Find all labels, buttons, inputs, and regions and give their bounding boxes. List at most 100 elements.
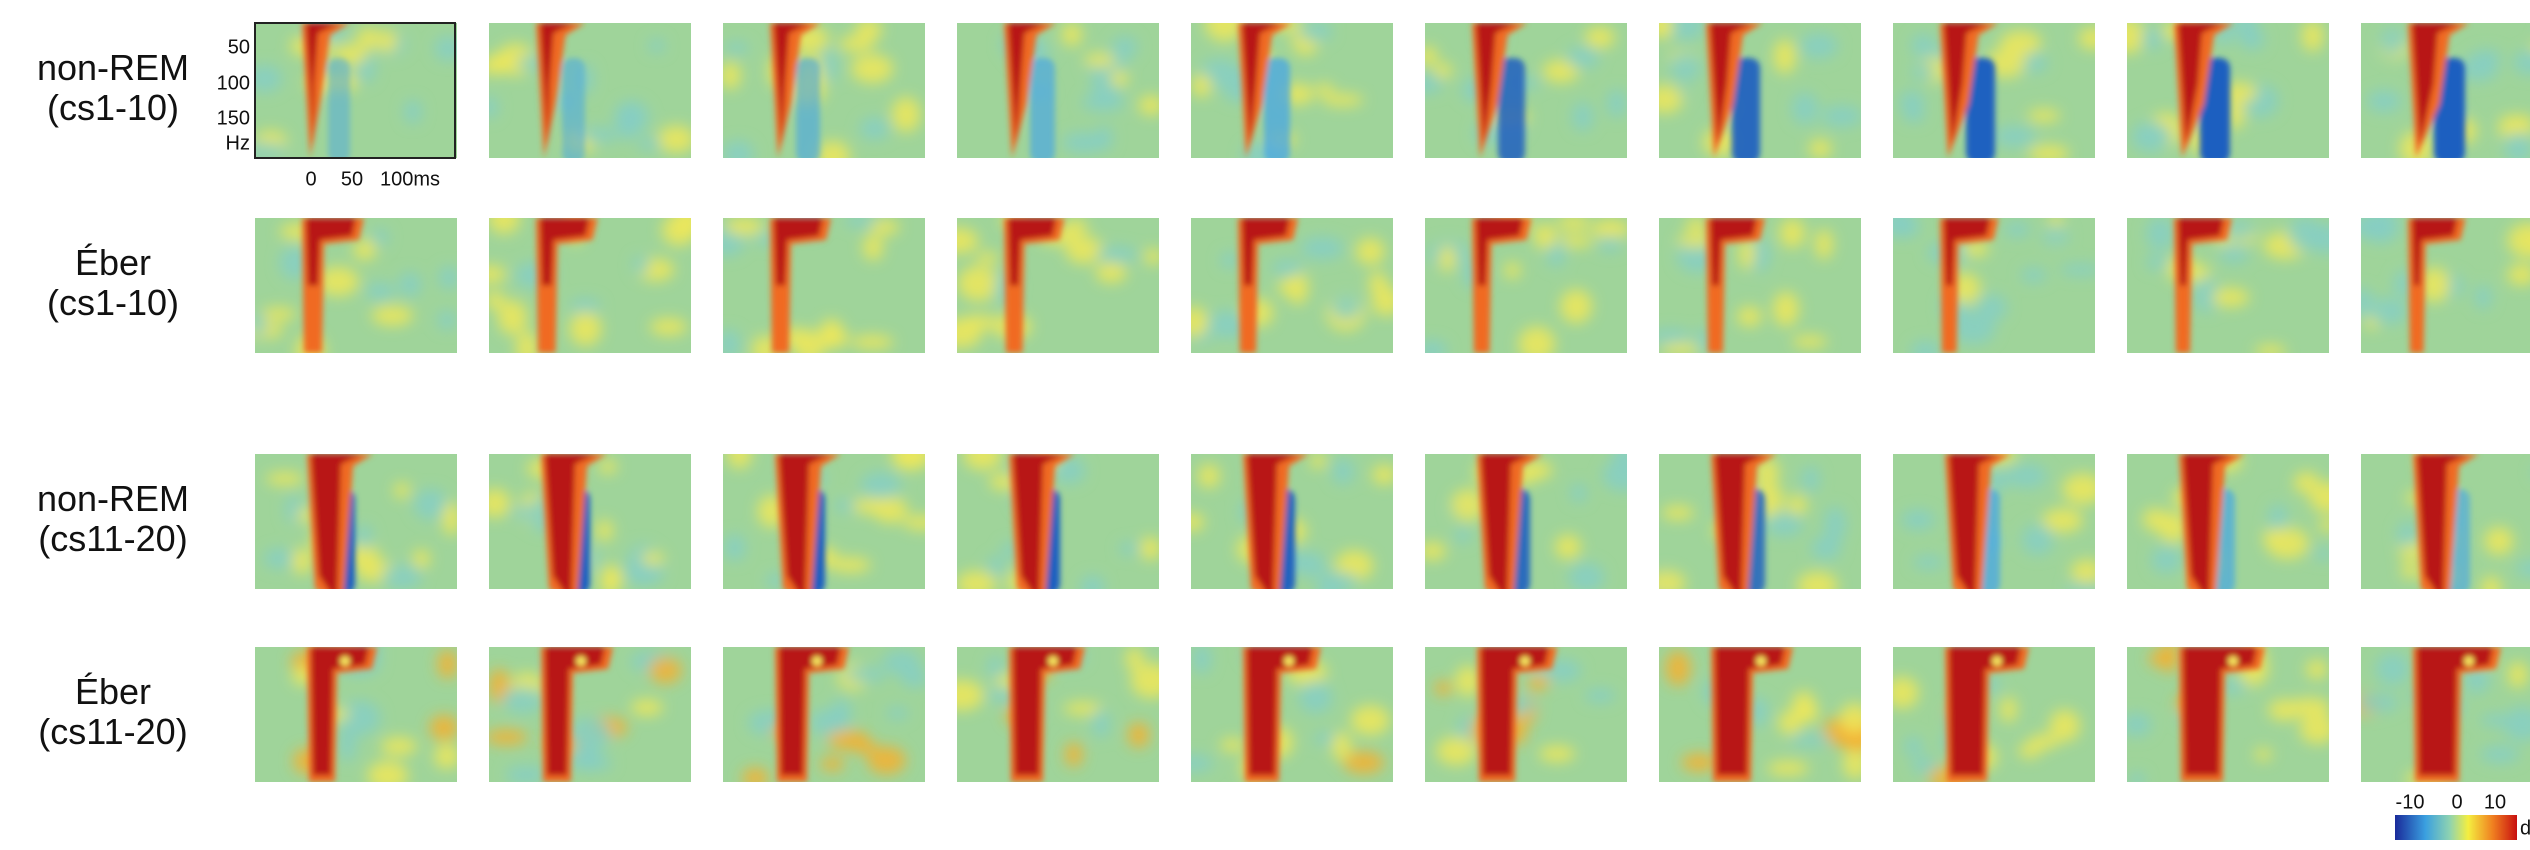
spectrogram	[2111, 6, 2329, 163]
blob	[413, 549, 430, 568]
blob	[2235, 6, 2257, 41]
blob	[1455, 666, 1481, 697]
blob	[1096, 262, 1127, 283]
blob	[1419, 542, 1446, 560]
blob	[2309, 223, 2344, 254]
blob	[2000, 30, 2041, 55]
blob	[2121, 713, 2152, 737]
blob	[830, 557, 871, 573]
blob	[376, 30, 398, 53]
spectrogram	[255, 454, 461, 603]
spectrogram	[720, 18, 925, 172]
spectrogram	[2349, 208, 2530, 353]
blob	[727, 440, 752, 469]
spectrogram	[1171, 638, 1393, 783]
blob	[599, 460, 618, 474]
blob	[940, 680, 984, 711]
blob	[641, 552, 664, 566]
blob	[2380, 28, 2404, 55]
figure: non-REM(cs1-10)Éber(cs1-10)non-REM(cs11-…	[0, 0, 2530, 850]
blob	[674, 203, 703, 237]
blob	[600, 565, 619, 598]
blob	[725, 218, 764, 236]
blob	[725, 42, 750, 55]
hotspot	[1520, 656, 1530, 666]
blob	[1065, 742, 1083, 767]
blob	[1317, 571, 1341, 606]
blob	[1299, 21, 1333, 42]
hotspot	[812, 656, 822, 666]
blob	[2137, 127, 2172, 139]
blob	[244, 142, 287, 157]
blob	[2161, 639, 2179, 673]
blob	[1661, 343, 1701, 355]
blob	[1737, 306, 1762, 326]
blob	[820, 757, 844, 771]
blob	[1191, 74, 1211, 98]
blob	[2255, 345, 2286, 358]
blob	[1300, 237, 1344, 260]
blob	[2060, 264, 2102, 276]
blob	[2367, 90, 2401, 112]
blob	[649, 657, 682, 684]
blob	[2111, 18, 2145, 53]
blob	[511, 506, 533, 520]
blob	[894, 451, 927, 470]
blob	[480, 96, 498, 118]
spectrogram	[2361, 443, 2530, 602]
blob	[903, 515, 941, 530]
blob	[1800, 33, 1838, 59]
blob	[1322, 94, 1364, 106]
blob	[1372, 465, 1396, 485]
blob	[1668, 8, 1705, 41]
blob	[1144, 249, 1163, 265]
blob	[1566, 46, 1599, 68]
blob	[2312, 548, 2334, 560]
blob	[863, 234, 883, 260]
blob	[2219, 245, 2249, 264]
blob	[1570, 483, 1586, 502]
blob	[1128, 722, 1149, 748]
spectrogram	[2349, 647, 2530, 787]
blob	[2302, 20, 2324, 51]
blob	[958, 266, 999, 302]
blob	[1791, 92, 1818, 124]
blob	[1555, 534, 1581, 559]
blob	[505, 765, 546, 784]
x-tick-label: 50	[341, 168, 363, 190]
blob	[860, 472, 901, 500]
blob	[1528, 674, 1549, 690]
blob	[1062, 23, 1083, 47]
blob	[1585, 689, 1616, 703]
blob	[1773, 39, 1796, 74]
blob	[867, 746, 906, 774]
blob	[1902, 510, 1935, 530]
blob	[2318, 519, 2339, 531]
blob	[1911, 34, 1935, 58]
spectrogram	[940, 647, 1173, 782]
blob	[1332, 458, 1354, 485]
row-label: non-REM	[37, 47, 189, 88]
blob	[1822, 105, 1862, 127]
blob	[1647, 570, 1685, 596]
row-label: Éber	[75, 242, 151, 283]
blob	[2309, 482, 2347, 513]
blob	[2475, 285, 2492, 310]
colorbar-tick: 0	[2451, 791, 2462, 813]
blob	[1092, 709, 1110, 739]
spectrogram	[1417, 211, 1630, 361]
blob	[720, 62, 741, 90]
blob	[851, 335, 894, 349]
blob	[1952, 313, 1996, 344]
blob	[1533, 223, 1556, 249]
blob	[1662, 506, 1694, 520]
blob	[292, 548, 312, 575]
spectrogram	[939, 213, 1163, 353]
blob	[2349, 215, 2392, 239]
blob	[1840, 703, 1870, 734]
blob	[1557, 216, 1591, 231]
blob	[1665, 650, 1690, 686]
colorbar-unit: d	[2520, 817, 2530, 839]
blob	[1739, 237, 1756, 269]
blob	[371, 305, 413, 325]
